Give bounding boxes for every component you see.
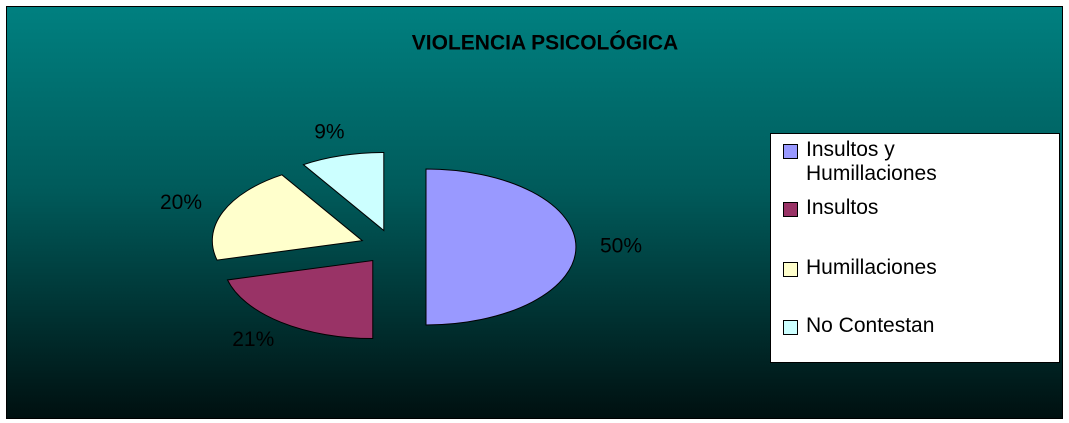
legend-entry: Humillaciones [777,256,1053,280]
legend-swatch [783,262,798,277]
data-label: 50% [600,235,642,258]
data-label: 21% [232,328,274,351]
legend-swatch [783,144,798,159]
legend-entry: Insultos y Humillaciones [777,138,1053,186]
legend: Insultos y Humillaciones Insultos Humillac… [770,133,1060,363]
chart-title: VIOLENCIA PSICOLÓGICA [412,31,678,55]
legend-entry: No Contestan [777,314,1053,338]
legend-label: Insultos y Humillaciones [806,138,937,185]
legend-label: Humillaciones [806,256,937,279]
data-label: 9% [314,121,344,144]
legend-label: Insultos [806,196,879,219]
legend-swatch [783,202,798,217]
pie-slice [211,174,364,261]
pie-slice [302,152,385,232]
legend-label: No Contestan [806,314,935,337]
pie-slice [226,259,374,340]
legend-swatch [783,320,798,335]
pie-slice [425,168,577,326]
data-label: 20% [160,191,202,214]
legend-entry: Insultos [777,196,1053,220]
